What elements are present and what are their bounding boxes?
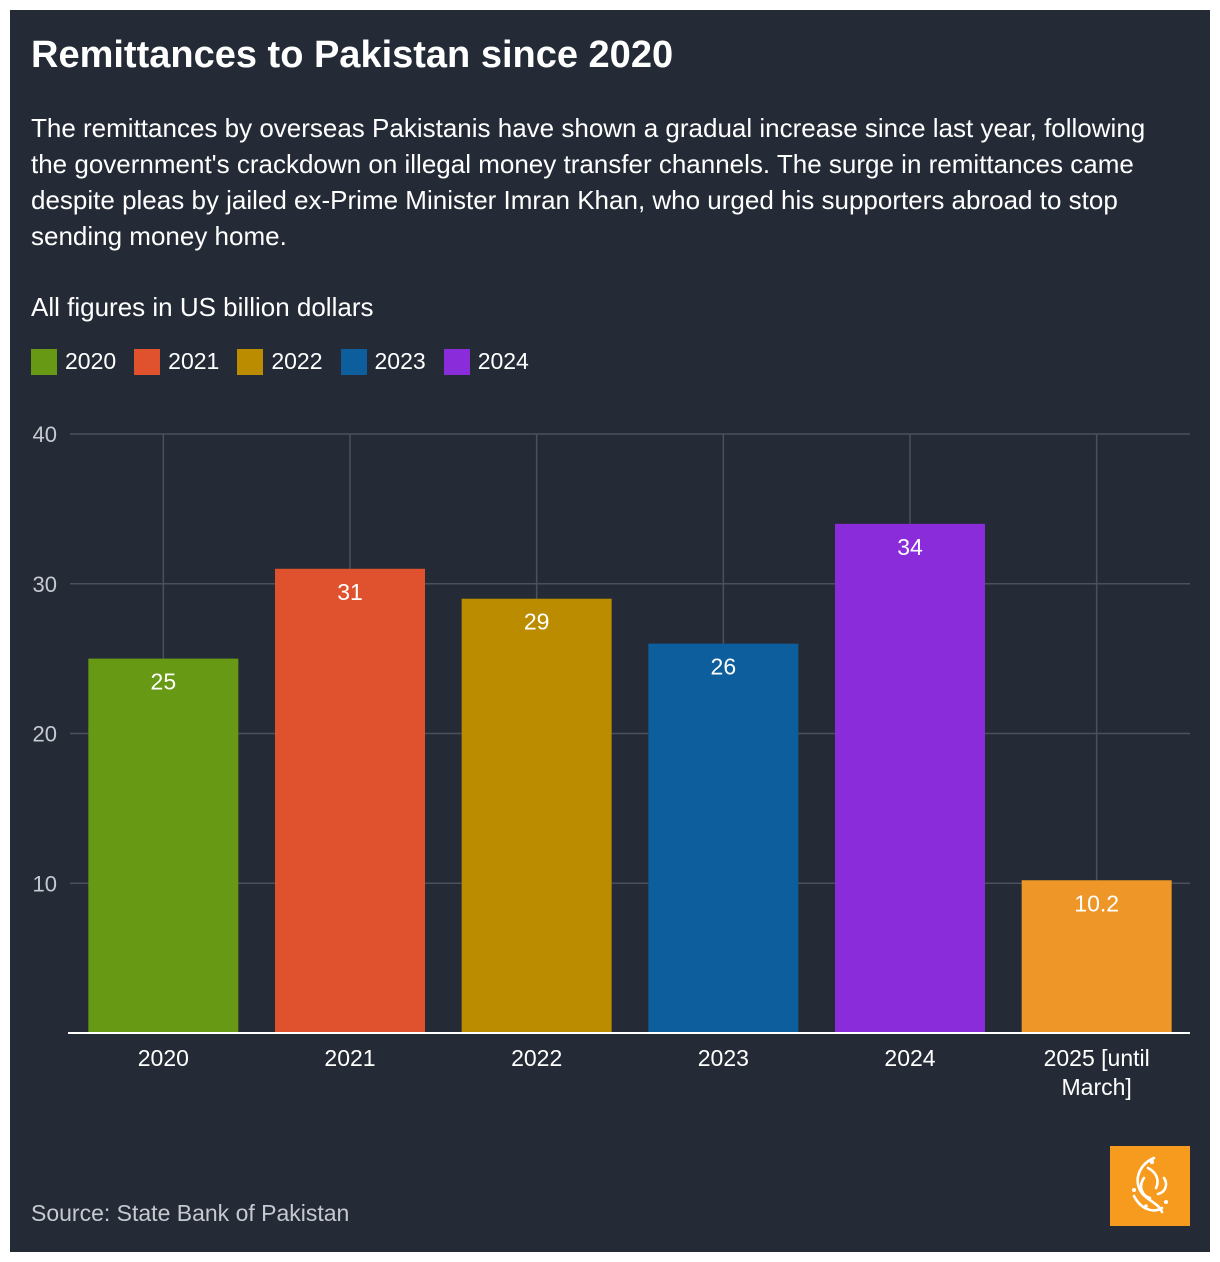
bar: [88, 658, 239, 1033]
x-tick-label-line: March]: [1062, 1074, 1132, 1100]
x-tick-label: 2020: [138, 1045, 189, 1071]
al-jazeera-logo-icon: [1110, 1146, 1190, 1226]
bar: [648, 643, 799, 1033]
legend-item: 2024: [443, 348, 529, 375]
legend-swatch: [443, 348, 470, 375]
x-tick-label-line: 2021: [324, 1045, 375, 1071]
bar: [461, 598, 612, 1033]
bar-value-label: 25: [151, 669, 177, 695]
units-note: All figures in US billion dollars: [31, 292, 374, 322]
x-tick-label-line: 2020: [138, 1045, 189, 1071]
chart-title: Remittances to Pakistan since 2020: [31, 34, 674, 76]
x-tick-label: 2025 [until March]: [1044, 1045, 1150, 1100]
y-tick-label: 20: [33, 722, 57, 747]
x-tick-label-line: 2022: [511, 1045, 562, 1071]
x-tick-label-line: 2023: [698, 1045, 749, 1071]
bar: [835, 523, 985, 1033]
legend-item: 2020: [31, 348, 116, 375]
bar-value-label: 34: [897, 534, 923, 560]
x-tick-label-line: 2025 [until: [1044, 1045, 1150, 1071]
x-tick-label-line: 2024: [884, 1045, 935, 1071]
legend-label: 2024: [477, 348, 529, 374]
y-tick-label: 40: [33, 422, 57, 447]
bar-value-label: 26: [711, 654, 737, 680]
legend-item: 2022: [237, 348, 323, 375]
chart-card: Remittances to Pakistan since 2020 The r…: [10, 10, 1210, 1252]
legend-swatch: [134, 348, 161, 375]
legend-item: 2021: [134, 348, 219, 375]
legend-label: 2023: [374, 348, 426, 374]
bar-value-label: 29: [524, 609, 550, 635]
bar-chart: 10 20 30 40 25 2020 31 2021 29 2022 26 2023 34 2024 10…: [33, 422, 1190, 1100]
legend-swatch: [340, 348, 367, 375]
legend-swatch: [31, 348, 57, 375]
legend-label: 2022: [271, 348, 323, 374]
legend: 2020 2021 2022 2023 2024: [31, 348, 547, 375]
y-tick-label: 10: [33, 871, 57, 896]
source-note: Source: State Bank of Pakistan: [31, 1200, 350, 1226]
x-tick-label: 2024: [884, 1045, 935, 1071]
legend-swatch: [237, 348, 264, 375]
x-tick-label: 2021: [324, 1045, 375, 1071]
legend-label: 2020: [65, 348, 117, 374]
bar-value-label: 31: [337, 579, 363, 605]
y-tick-label: 30: [33, 572, 57, 597]
bar: [275, 568, 425, 1033]
x-tick-label: 2022: [511, 1045, 562, 1071]
x-tick-label: 2023: [698, 1045, 749, 1071]
legend-label: 2021: [168, 348, 220, 374]
bar: [1021, 880, 1172, 1033]
chart-subtitle: The remittances by overseas Pakistanis h…: [31, 113, 1146, 251]
bar-value-label: 10.2: [1074, 890, 1119, 916]
legend-item: 2023: [340, 348, 426, 375]
